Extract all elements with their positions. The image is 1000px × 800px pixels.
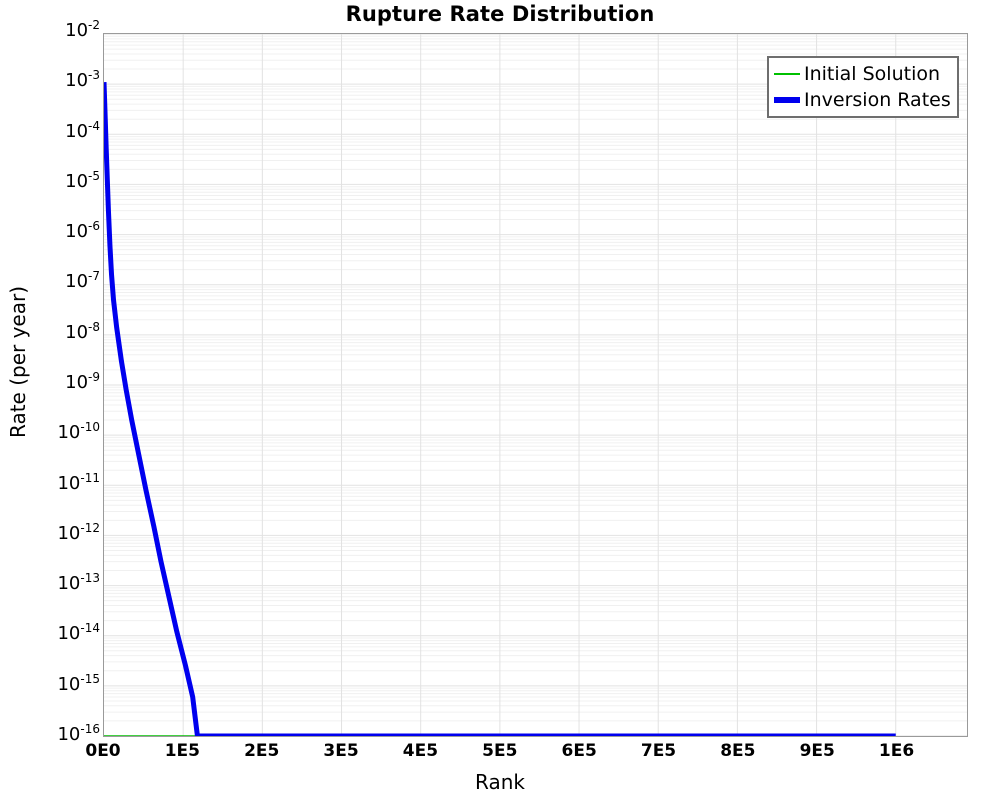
x-tick-label: 1E6 bbox=[878, 741, 915, 761]
x-tick-label: 3E5 bbox=[323, 741, 359, 761]
y-tick-label: 10-15 bbox=[57, 671, 100, 695]
x-axis-label: Rank bbox=[475, 770, 525, 794]
chart-title: Rupture Rate Distribution bbox=[345, 2, 655, 26]
y-tick-label: 10-7 bbox=[65, 269, 100, 293]
legend-label: Initial Solution bbox=[804, 62, 941, 85]
y-tick-label: 10-10 bbox=[57, 420, 100, 444]
x-tick-label: 8E5 bbox=[720, 741, 756, 761]
y-tick-label: 10-3 bbox=[65, 68, 100, 92]
x-tick-label: 6E5 bbox=[561, 741, 597, 761]
y-tick-label: 10-2 bbox=[65, 18, 100, 41]
series-line bbox=[104, 82, 896, 736]
x-tick-label: 7E5 bbox=[640, 741, 677, 761]
x-tick-label: 1E5 bbox=[164, 741, 200, 761]
y-tick-label: 10-12 bbox=[57, 520, 100, 544]
y-tick-label: 10-8 bbox=[65, 319, 100, 343]
x-tick-label: 0E0 bbox=[85, 741, 121, 761]
x-tick-label: 9E5 bbox=[799, 741, 835, 761]
plot-area bbox=[103, 33, 968, 737]
legend-color-swatch bbox=[774, 96, 800, 103]
legend-item[interactable]: Inversion Rates bbox=[774, 87, 951, 112]
y-tick-label: 10-5 bbox=[65, 168, 100, 192]
legend-label: Inversion Rates bbox=[804, 88, 951, 111]
y-tick-label: 10-16 bbox=[57, 722, 100, 745]
legend-item[interactable]: Initial Solution bbox=[774, 61, 951, 86]
y-tick-label: 10-11 bbox=[57, 470, 100, 494]
y-axis-tick-labels: 10-2 10-3 10-4 10-5 10-6 10-7 10-8 10-9 10-10 10-… bbox=[28, 0, 100, 800]
chart-legend: Initial Solution Inversion Rates bbox=[767, 56, 959, 118]
y-tick-label: 10-6 bbox=[65, 219, 100, 243]
x-tick-label: 4E5 bbox=[402, 741, 439, 761]
x-tick-label: 5E5 bbox=[482, 741, 518, 761]
y-tick-label: 10-4 bbox=[65, 118, 100, 142]
y-axis-label: Rate (per year) bbox=[6, 285, 30, 439]
x-tick-label: 2E5 bbox=[244, 741, 280, 761]
y-tick-label: 10-14 bbox=[57, 621, 100, 645]
legend-color-swatch bbox=[774, 72, 800, 75]
y-tick-label: 10-13 bbox=[57, 571, 100, 595]
y-tick-label: 10-9 bbox=[65, 370, 100, 393]
data-series-layer bbox=[104, 34, 967, 736]
